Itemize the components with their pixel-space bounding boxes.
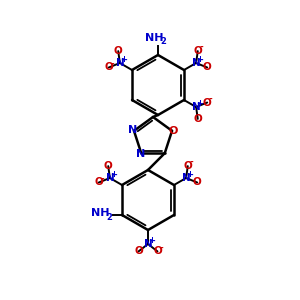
Text: O: O [134,246,143,256]
Text: 2: 2 [160,37,166,46]
Text: -: - [100,175,104,184]
Text: 2: 2 [106,214,112,223]
Text: +: + [148,236,155,245]
Text: O: O [94,178,103,188]
Text: N: N [106,173,114,183]
Text: +: + [110,170,117,179]
Text: N: N [144,239,152,249]
Text: N: N [182,173,190,183]
Text: NH: NH [145,33,163,43]
Text: O: O [194,114,202,124]
Text: +: + [196,99,203,108]
Text: -: - [200,43,203,52]
Text: +: + [120,55,127,64]
Text: N: N [192,58,200,68]
Text: O: O [104,161,112,171]
Text: O: O [153,246,162,256]
Text: +: + [196,55,203,64]
Text: O: O [183,161,192,171]
Text: N: N [192,102,200,112]
Text: O: O [203,62,212,73]
Text: O: O [114,46,123,56]
Text: -: - [159,243,163,252]
Text: N: N [136,149,145,159]
Text: O: O [168,126,178,136]
Text: -: - [189,158,193,167]
Text: -: - [110,59,114,68]
Text: N: N [116,58,124,68]
Text: -: - [209,94,213,103]
Text: O: O [203,98,212,107]
Text: N: N [128,125,138,135]
Text: +: + [186,170,193,179]
Text: O: O [104,62,113,73]
Text: O: O [193,178,202,188]
Text: O: O [194,46,202,56]
Text: NH: NH [91,208,109,218]
